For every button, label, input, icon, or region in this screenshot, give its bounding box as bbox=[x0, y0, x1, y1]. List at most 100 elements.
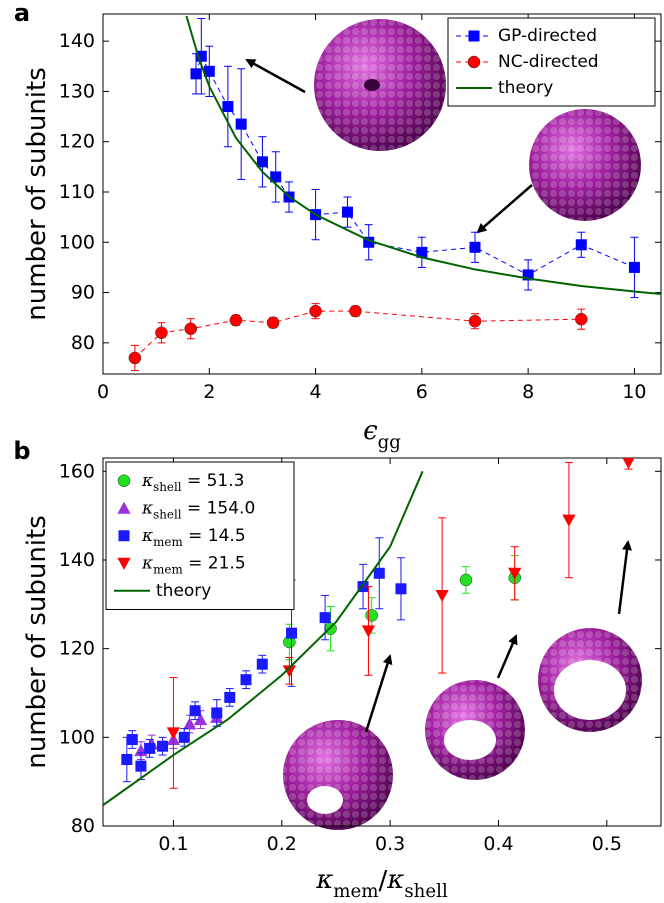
plot-frame bbox=[102, 457, 662, 827]
series-line bbox=[185, 15, 661, 296]
y-tick-label: 120 bbox=[59, 637, 95, 659]
marker bbox=[117, 557, 131, 570]
marker bbox=[190, 68, 202, 80]
marker bbox=[562, 514, 576, 527]
marker bbox=[622, 458, 635, 470]
y-tick-label: 80 bbox=[71, 331, 95, 353]
legend-box bbox=[105, 461, 295, 610]
x-tick-label: 0.5 bbox=[592, 833, 622, 855]
marker bbox=[282, 665, 296, 678]
x-axis-label: κmem/κshell bbox=[315, 865, 448, 902]
legend-label: κmem = 14.5 bbox=[141, 525, 246, 549]
marker bbox=[121, 753, 133, 765]
marker bbox=[157, 740, 169, 752]
plot-frame bbox=[102, 13, 662, 375]
x-tick-label: 0.2 bbox=[267, 833, 297, 855]
x-tick-label: 0.1 bbox=[158, 833, 188, 855]
legend-label: NC-directed bbox=[498, 52, 599, 72]
legend-label: theory bbox=[498, 78, 553, 98]
marker bbox=[361, 625, 376, 638]
marker bbox=[235, 118, 247, 130]
series-line bbox=[103, 470, 424, 806]
x-tick-label: 6 bbox=[416, 381, 428, 403]
y-tick-label: 90 bbox=[71, 281, 95, 303]
marker bbox=[286, 627, 298, 639]
marker bbox=[416, 246, 428, 258]
marker bbox=[117, 501, 131, 514]
marker bbox=[144, 742, 156, 754]
marker bbox=[395, 583, 407, 595]
marker bbox=[118, 530, 130, 542]
sphere bbox=[314, 19, 446, 151]
y-tick-label: 80 bbox=[71, 815, 95, 837]
sphere bbox=[538, 628, 642, 732]
marker bbox=[128, 351, 142, 365]
marker bbox=[468, 314, 482, 328]
y-tick-label: 110 bbox=[59, 180, 95, 202]
marker bbox=[373, 567, 385, 579]
x-tick-label: 2 bbox=[203, 381, 215, 403]
plot-area bbox=[103, 458, 635, 806]
marker bbox=[195, 50, 207, 62]
y-tick-label: 160 bbox=[59, 460, 95, 482]
arrow bbox=[364, 654, 393, 733]
marker bbox=[184, 322, 197, 336]
y-tick-label: 100 bbox=[59, 231, 95, 253]
sphere bbox=[529, 109, 641, 221]
marker bbox=[574, 312, 588, 326]
marker bbox=[341, 206, 353, 218]
marker bbox=[211, 707, 223, 719]
marker bbox=[178, 731, 190, 743]
marker bbox=[240, 674, 252, 686]
marker bbox=[266, 316, 280, 330]
marker bbox=[126, 734, 138, 746]
marker bbox=[469, 241, 481, 253]
plot-area bbox=[128, 15, 661, 371]
x-tick-label: 0.4 bbox=[483, 833, 513, 855]
x-axis-label: ϵgg bbox=[363, 416, 401, 453]
marker bbox=[135, 760, 147, 772]
marker bbox=[508, 567, 522, 580]
marker bbox=[189, 705, 201, 717]
marker bbox=[363, 236, 375, 248]
y-tick-label: 130 bbox=[59, 80, 95, 102]
marker bbox=[229, 313, 243, 327]
marker bbox=[256, 156, 268, 168]
marker bbox=[319, 612, 331, 624]
marker bbox=[155, 326, 168, 340]
arrow bbox=[476, 184, 533, 234]
panel-label: a bbox=[14, 0, 30, 27]
arrow bbox=[245, 58, 306, 94]
legend-label: κshell = 154.0 bbox=[141, 498, 255, 522]
marker bbox=[117, 474, 131, 488]
legend-label: κmem = 21.5 bbox=[141, 553, 246, 577]
marker bbox=[203, 65, 215, 77]
marker bbox=[628, 261, 640, 273]
x-tick-label: 10 bbox=[622, 381, 646, 403]
x-tick-label: 8 bbox=[522, 381, 534, 403]
arrow bbox=[496, 634, 518, 679]
marker bbox=[349, 304, 362, 318]
marker bbox=[256, 658, 268, 670]
legend-label: theory bbox=[156, 581, 211, 601]
marker bbox=[467, 55, 481, 69]
y-axis-label: number of subunits bbox=[22, 67, 52, 321]
marker bbox=[270, 171, 282, 183]
legend-label: κshell = 51.3 bbox=[141, 470, 244, 494]
marker bbox=[224, 691, 236, 703]
y-tick-label: 140 bbox=[59, 548, 95, 570]
arrow bbox=[617, 540, 632, 615]
legend: κshell = 51.3 κshell = 154.0 κmem = 14.5 κm… bbox=[105, 461, 295, 610]
marker bbox=[166, 727, 181, 740]
legend-label: GP-directed bbox=[498, 26, 597, 46]
legend: GP-directed NC-directed theory bbox=[447, 17, 656, 107]
x-tick-label: 4 bbox=[310, 381, 322, 403]
insets bbox=[245, 19, 642, 830]
y-tick-label: 100 bbox=[59, 726, 95, 748]
y-axis-label: number of subunits bbox=[22, 515, 52, 769]
marker bbox=[575, 239, 587, 251]
x-tick-label: 0.3 bbox=[375, 833, 405, 855]
x-tick-label: 0 bbox=[97, 381, 109, 403]
marker bbox=[459, 573, 473, 587]
